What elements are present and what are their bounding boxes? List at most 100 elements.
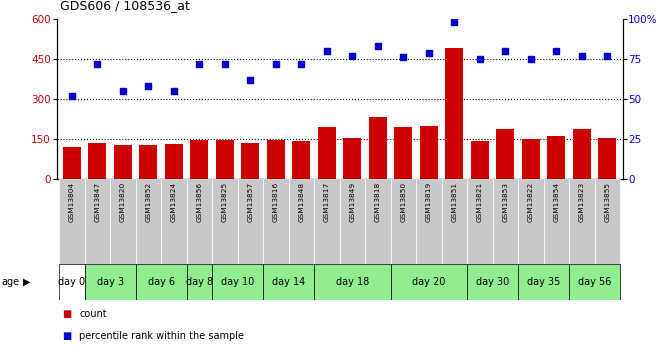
Bar [212,179,238,264]
Bar [63,147,81,179]
Bar [573,129,591,179]
Bar [85,264,136,300]
Text: GSM13851: GSM13851 [452,182,458,222]
Point [143,83,154,89]
Bar [365,179,391,264]
Text: GSM13854: GSM13854 [553,182,559,222]
Bar [139,145,157,179]
Bar [318,127,336,179]
Bar [446,48,464,179]
Point [500,48,511,54]
Bar [288,179,314,264]
Bar [569,179,595,264]
Bar [369,117,387,179]
Text: GSM13819: GSM13819 [426,182,432,222]
Text: GSM13820: GSM13820 [120,182,126,222]
Text: GSM13856: GSM13856 [196,182,202,222]
Text: day 0: day 0 [59,277,85,287]
Point [322,48,332,54]
Bar [547,136,565,179]
Point [194,61,204,67]
Text: GSM13823: GSM13823 [579,182,585,222]
Text: day 8: day 8 [186,277,213,287]
Bar [522,139,540,179]
Text: GSM13857: GSM13857 [247,182,253,222]
Bar [161,179,186,264]
Text: GSM13825: GSM13825 [222,182,228,222]
Bar [238,179,263,264]
Bar [496,129,514,179]
Text: GSM13855: GSM13855 [605,182,611,222]
Text: ■: ■ [63,331,71,341]
Text: day 56: day 56 [578,277,611,287]
Text: GSM13824: GSM13824 [171,182,177,222]
Bar [85,179,110,264]
Text: GSM13853: GSM13853 [502,182,508,222]
Text: GSM13816: GSM13816 [273,182,279,222]
Bar [391,264,467,300]
Text: GDS606 / 108536_at: GDS606 / 108536_at [60,0,190,12]
Bar [493,179,518,264]
Bar [314,179,340,264]
Point [296,61,307,67]
Point [602,53,613,59]
Text: day 20: day 20 [412,277,446,287]
Text: day 35: day 35 [527,277,560,287]
Bar [114,145,132,179]
Bar [263,264,314,300]
Text: percentile rank within the sample: percentile rank within the sample [79,331,244,341]
Text: GSM13821: GSM13821 [477,182,483,222]
Text: day 6: day 6 [148,277,174,287]
Bar [292,141,310,179]
Bar [518,179,543,264]
Bar [89,143,107,179]
Point [525,56,536,62]
Bar [59,264,85,300]
Bar [391,179,416,264]
Text: GSM13817: GSM13817 [324,182,330,222]
Point [220,61,230,67]
Text: GSM13804: GSM13804 [69,182,75,222]
Text: day 30: day 30 [476,277,509,287]
Point [270,61,281,67]
Bar [442,179,467,264]
Text: ■: ■ [63,309,71,318]
Point [372,43,383,49]
Text: day 10: day 10 [221,277,254,287]
Point [168,88,179,94]
Bar [420,126,438,179]
Bar [186,179,212,264]
Bar [344,138,362,179]
Text: day 18: day 18 [336,277,369,287]
Point [577,53,587,59]
Text: day 3: day 3 [97,277,124,287]
Text: GSM13847: GSM13847 [95,182,101,222]
Text: GSM13849: GSM13849 [350,182,356,222]
Bar [136,179,161,264]
Point [449,19,460,25]
Text: age: age [1,277,19,287]
Bar [212,264,263,300]
Bar [543,179,569,264]
Text: count: count [79,309,107,318]
Bar [186,264,212,300]
Bar [314,264,391,300]
Bar [416,179,442,264]
Bar [518,264,569,300]
Text: GSM13852: GSM13852 [145,182,151,222]
Text: GSM13850: GSM13850 [400,182,406,222]
Point [347,53,358,59]
Bar [467,264,518,300]
Bar [59,179,85,264]
Bar [467,179,493,264]
Point [67,93,77,99]
Bar [340,179,365,264]
Bar [599,138,616,179]
Bar [190,140,208,179]
Point [92,61,103,67]
Text: ▶: ▶ [23,277,30,287]
Text: GSM13848: GSM13848 [298,182,304,222]
Bar [267,140,285,179]
Point [118,88,129,94]
Bar [569,264,620,300]
